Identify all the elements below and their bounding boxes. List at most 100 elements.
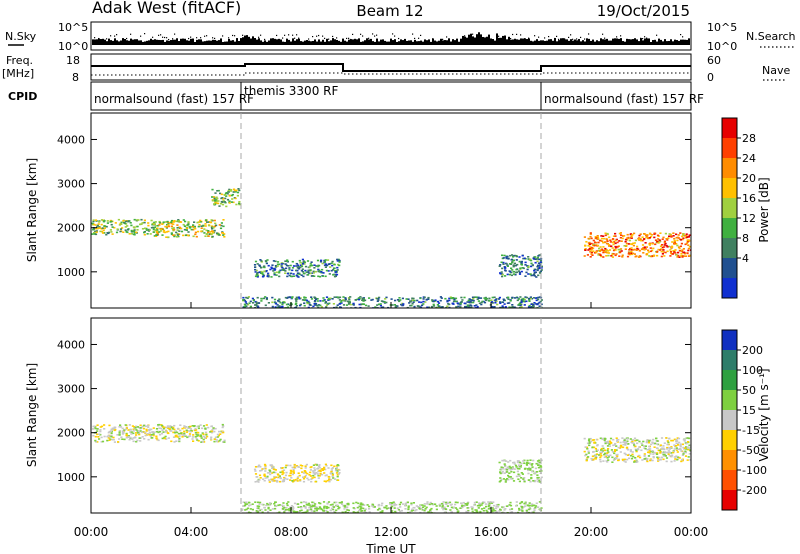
scatter-cell: [584, 249, 587, 251]
scatter-cell: [260, 298, 263, 300]
scatter-cell: [616, 439, 619, 441]
scatter-cell: [611, 256, 614, 258]
scatter-cell: [332, 477, 335, 479]
scatter-cell: [485, 509, 488, 512]
scatter-cell: [485, 297, 488, 300]
scatter-cell: [290, 477, 293, 479]
scatter-cell: [147, 224, 150, 227]
scatter-cell: [399, 506, 402, 508]
nsky-bar: [678, 40, 680, 45]
nsky-bar: [628, 39, 630, 45]
scatter-cell: [455, 300, 458, 303]
nsky-bar: [532, 41, 534, 45]
scatter-cell: [664, 251, 667, 254]
scatter-cell: [312, 270, 315, 273]
scatter-cell: [180, 227, 183, 230]
scatter-cell: [502, 257, 505, 259]
scatter-cell: [656, 456, 659, 459]
scatter-cell: [126, 435, 129, 437]
scatter-cell: [670, 455, 673, 458]
scatter-cell: [411, 299, 414, 302]
scatter-cell: [258, 474, 262, 477]
scatter-cell: [348, 298, 351, 301]
scatter-cell: [440, 502, 444, 505]
scatter-cell: [114, 222, 117, 224]
scatter-cell: [500, 271, 503, 273]
nsky-bar: [660, 39, 662, 45]
scatter-cell: [275, 266, 278, 268]
nsky-bar: [456, 38, 458, 45]
scatter-cell: [118, 224, 121, 226]
nsky-bar: [398, 41, 400, 45]
scatter-cell: [426, 501, 429, 503]
scatter-cell: [245, 296, 248, 299]
scatter-cell: [138, 432, 141, 434]
scatter-cell: [331, 472, 334, 475]
nsearch-point: [328, 38, 330, 40]
scatter-cell: [255, 273, 258, 276]
scatter-cell: [645, 236, 648, 239]
scatter-cell: [222, 441, 225, 443]
scatter-cell: [448, 299, 451, 302]
scatter-cell: [216, 232, 219, 234]
scatter-cell: [513, 264, 516, 267]
scatter-cell: [297, 296, 301, 299]
nsky-bar: [416, 41, 418, 45]
nsky-bar: [330, 40, 332, 45]
scatter-cell: [638, 234, 641, 237]
nsky-bar: [436, 41, 438, 45]
scatter-cell: [472, 298, 475, 300]
scatter-cell: [304, 506, 307, 508]
scatter-cell: [511, 466, 514, 468]
scatter-cell: [494, 510, 497, 512]
scatter-cell: [356, 506, 359, 509]
scatter-cell: [296, 272, 299, 274]
scatter-cell: [593, 241, 597, 244]
scatter-cell: [637, 448, 640, 451]
scatter-cell: [256, 296, 259, 299]
scatter-cell: [677, 251, 680, 254]
nsky-bar: [422, 41, 424, 45]
scatter-cell: [228, 202, 231, 204]
scatter-cell: [215, 196, 218, 199]
scatter-cell: [406, 306, 409, 308]
scatter-cell: [118, 431, 121, 433]
scatter-cell: [539, 270, 542, 273]
scatter-cell: [429, 501, 432, 504]
scatter-cell: [308, 474, 311, 476]
scatter-cell: [331, 260, 334, 263]
scatter-cell: [617, 446, 620, 449]
scatter-cell: [639, 456, 642, 459]
scatter-cell: [209, 438, 213, 440]
scatter-cell: [520, 509, 523, 511]
scatter-cell: [328, 476, 331, 478]
scatter-cell: [274, 265, 277, 267]
scatter-cell: [502, 511, 505, 513]
nsky-bar: [242, 37, 244, 45]
nsky-bar: [442, 40, 444, 45]
scatter-cell: [132, 437, 135, 439]
nsearch-point: [360, 33, 362, 35]
scatter-cell: [209, 431, 212, 433]
scatter-cell: [604, 442, 607, 445]
scatter-cell: [190, 429, 193, 432]
x-tick-label: 20:00: [574, 525, 609, 539]
scatter-cell: [647, 441, 651, 444]
scatter-cell: [283, 301, 286, 304]
nsearch-point: [464, 35, 466, 37]
scatter-cell: [540, 299, 543, 301]
scatter-cell: [288, 304, 291, 307]
nsky-bar: [530, 40, 532, 45]
nsearch-point: [204, 35, 206, 37]
scatter-cell: [396, 507, 399, 510]
scatter-cell: [401, 297, 404, 300]
scatter-cell: [131, 425, 134, 427]
scatter-cell: [94, 219, 98, 221]
scatter-cell: [632, 244, 635, 247]
scatter-cell: [484, 296, 487, 299]
scatter-cell: [324, 474, 327, 477]
scatter-cell: [530, 464, 533, 466]
scatter-cell: [607, 448, 610, 450]
scatter-cell: [617, 458, 620, 461]
scatter-cell: [273, 273, 276, 276]
